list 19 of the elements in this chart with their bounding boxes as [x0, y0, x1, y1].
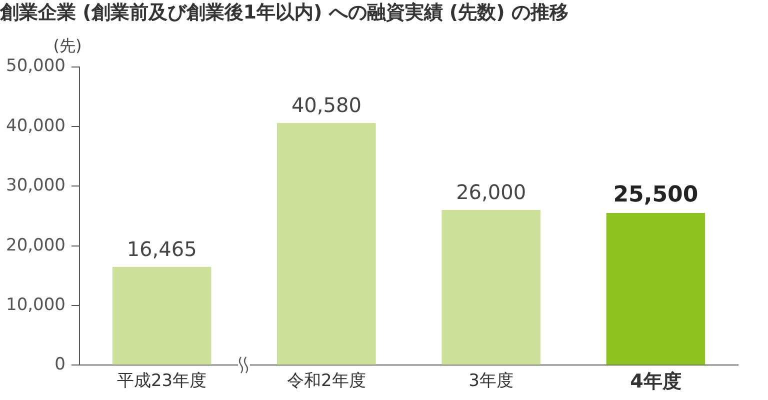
x-tick-label: 4年度 — [630, 370, 682, 393]
y-tick-label: 0 — [54, 354, 66, 375]
data-label: 40,580 — [291, 93, 362, 118]
x-tick-label: 平成23年度 — [116, 370, 207, 391]
bar — [112, 266, 212, 365]
y-tick-label: 40,000 — [6, 116, 66, 136]
data-label: 25,500 — [613, 182, 698, 208]
data-label: 26,000 — [456, 180, 526, 204]
bar — [442, 210, 540, 365]
x-tick-label: 令和2年度 — [287, 370, 366, 391]
bar — [277, 123, 376, 365]
y-tick-label: 30,000 — [6, 176, 66, 196]
bar — [606, 213, 706, 365]
x-tick-label: 3年度 — [468, 370, 514, 391]
y-axis-title: (先) — [53, 36, 82, 55]
data-label: 16,465 — [126, 237, 197, 262]
y-tick-label: 10,000 — [6, 294, 66, 315]
y-tick-label: 20,000 — [6, 235, 66, 256]
y-tick-label: 50,000 — [6, 56, 66, 76]
